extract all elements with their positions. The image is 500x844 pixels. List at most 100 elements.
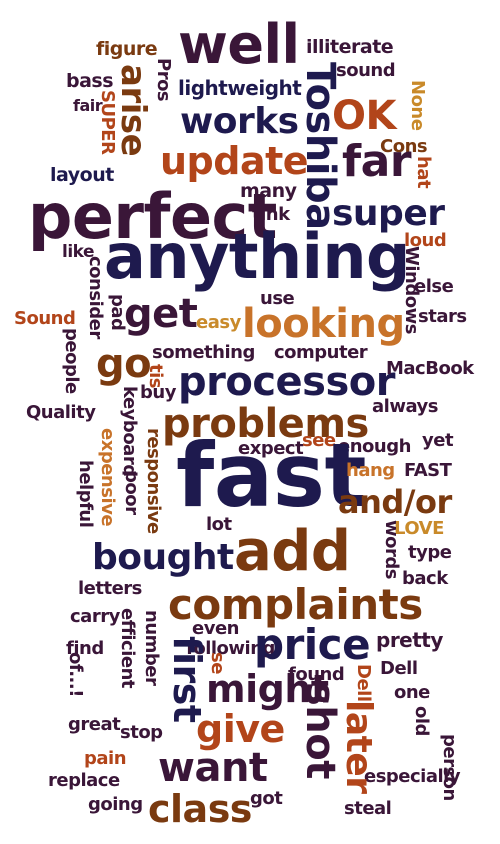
word-far: far: [342, 136, 412, 187]
word-number: number: [141, 610, 162, 686]
word-lightweight: lightweight: [178, 76, 302, 100]
word-loud: loud: [404, 230, 447, 251]
word-fair: fair: [73, 96, 103, 115]
word-processor: processor: [178, 359, 396, 405]
word-super-caps: SUPER: [97, 90, 118, 155]
word-following: following: [186, 638, 275, 659]
word-keyboard: keyboard: [119, 386, 140, 477]
word-carry: carry: [70, 606, 120, 627]
word-easy: easy: [196, 312, 241, 333]
word-type: type: [408, 542, 452, 563]
word-steal: class: [148, 787, 252, 831]
word-see: see: [302, 430, 336, 451]
word-bass: bass: [66, 70, 114, 92]
word-enough: enough: [338, 436, 411, 457]
word-poor: poor: [121, 470, 142, 515]
word-consider: consider: [85, 256, 106, 339]
word-expect: expect: [238, 438, 304, 459]
word-hat: hat: [413, 156, 434, 189]
word-later: give: [196, 707, 285, 751]
word-always: always: [372, 396, 439, 417]
word-well: well: [178, 13, 300, 76]
word-boots: steal: [344, 798, 392, 819]
word-tis: tis: [145, 364, 166, 388]
word-computer: computer: [274, 342, 368, 363]
word-pain: old: [411, 706, 432, 736]
word-arise: arise: [113, 64, 153, 157]
word-shot: one: [394, 682, 430, 703]
word-none: None: [407, 80, 428, 131]
word-figure: figure: [96, 38, 158, 60]
word-might: found: [288, 664, 345, 685]
word-lot: lot: [206, 514, 232, 535]
word-price: price: [254, 620, 371, 669]
word-even: even: [192, 618, 239, 639]
word-people: people: [61, 328, 82, 394]
word-class: going: [88, 794, 143, 815]
word-got: especially: [364, 766, 461, 787]
word-super: super: [332, 193, 445, 234]
word-something: something: [152, 342, 255, 363]
word-sound: sound: [336, 60, 396, 81]
word-going: got: [250, 788, 283, 809]
word-person: pain: [84, 748, 127, 769]
word-pad: pad: [107, 294, 128, 331]
word-hang: hang: [346, 460, 395, 481]
word-responsive: responsive: [143, 428, 164, 534]
word-problems: problems: [162, 401, 369, 447]
word-update: update: [160, 139, 309, 183]
word-perfect: perfect: [28, 180, 277, 253]
word-especially: replace: [48, 770, 120, 791]
word-found: Dell: [380, 658, 418, 679]
word-add: add: [234, 519, 351, 584]
word-tink: tink: [252, 204, 290, 225]
word-efficient: efficient: [117, 608, 138, 689]
word-macbook: MacBook: [386, 358, 474, 379]
word-use: use: [260, 288, 295, 309]
word-buy: buy: [140, 382, 176, 403]
word-first: first: [165, 636, 209, 723]
word-quality: Quality: [26, 402, 96, 423]
word-looking: looking: [242, 301, 405, 347]
word-ok: OK: [332, 93, 397, 139]
word-find: find: [66, 638, 104, 659]
word-dell: Dell: [353, 664, 374, 702]
word-pros: Pros: [153, 58, 174, 102]
word-one: might: [206, 667, 329, 711]
word-get: get: [124, 291, 198, 337]
word-great: shot: [297, 682, 343, 779]
word-back: back: [402, 568, 448, 589]
word-fast-caps: FAST: [404, 460, 452, 481]
word-anything: anything: [104, 220, 410, 293]
word-go: go: [96, 341, 152, 387]
word-stars: stars: [418, 306, 467, 327]
word-like: like: [62, 242, 95, 262]
word-windows: Windows: [401, 246, 422, 334]
word-else: else: [414, 276, 454, 297]
word-fast: fast: [176, 424, 367, 527]
word-letters: letters: [78, 578, 142, 599]
word-many: many: [240, 180, 297, 202]
word-se: se: [207, 652, 228, 674]
word-cons: Cons: [380, 136, 428, 157]
word-works: works: [180, 101, 299, 142]
word-helpful: helpful: [75, 460, 96, 528]
word-yet: yet: [422, 430, 454, 451]
word-replace: want: [158, 745, 268, 791]
word-pretty: pretty: [376, 628, 443, 652]
word-illiterate: illiterate: [306, 36, 394, 58]
word-complaints: complaints: [168, 580, 423, 629]
word-words: words: [381, 520, 402, 579]
word-layout: layout: [50, 164, 114, 186]
word-want: person: [439, 734, 460, 801]
word-toshiba: Toshiba: [297, 62, 343, 230]
word-expensive: expensive: [97, 428, 118, 527]
word-andor: and/or: [338, 483, 452, 521]
word-bought: bought: [92, 537, 234, 578]
word-of: of...!: [65, 652, 86, 697]
word-stop: great: [68, 714, 121, 735]
word-love: LOVE: [394, 518, 444, 539]
word-sound-cap: Sound: [14, 308, 76, 329]
word-old: later: [338, 700, 379, 794]
